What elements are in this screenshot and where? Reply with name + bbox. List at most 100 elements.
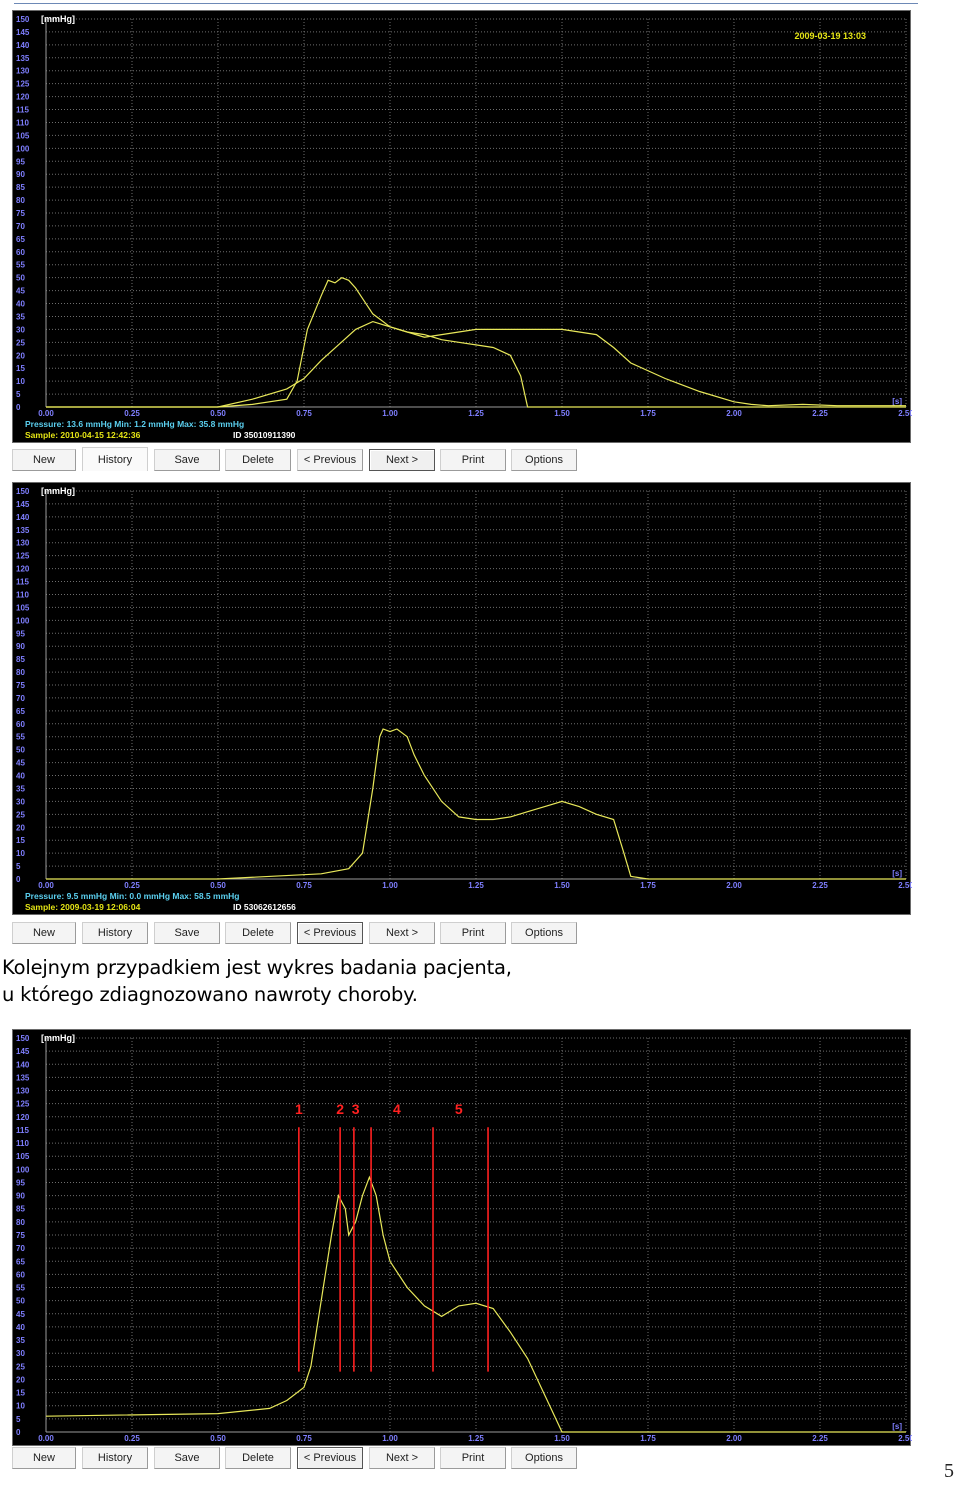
history-button[interactable]: History bbox=[82, 922, 148, 944]
x-tick-label: 1.25 bbox=[468, 1434, 484, 1443]
y-tick-label: 30 bbox=[16, 325, 25, 334]
y-tick-label: 140 bbox=[16, 1060, 30, 1069]
previous-button[interactable]: < Previous bbox=[297, 449, 363, 471]
y-tick-label: 50 bbox=[16, 1297, 25, 1306]
next-button[interactable]: Next > bbox=[369, 1447, 435, 1469]
delete-button[interactable]: Delete bbox=[225, 449, 291, 471]
y-tick-label: 125 bbox=[16, 552, 30, 561]
x-unit-label: [s] bbox=[892, 869, 902, 878]
y-tick-label: 35 bbox=[16, 312, 25, 321]
y-tick-label: 5 bbox=[16, 1415, 21, 1424]
y-tick-label: 25 bbox=[16, 810, 25, 819]
y-tick-label: 80 bbox=[16, 1218, 25, 1227]
x-unit-label: [s] bbox=[892, 397, 902, 406]
y-tick-label: 145 bbox=[16, 1047, 30, 1056]
save-button[interactable]: Save bbox=[154, 449, 220, 471]
y-tick-label: 110 bbox=[16, 118, 29, 127]
status-sample: Sample: 2009-03-19 12:06:04 bbox=[25, 902, 141, 912]
new-button[interactable]: New bbox=[12, 922, 76, 944]
y-tick-label: 135 bbox=[16, 54, 30, 63]
y-tick-label: 130 bbox=[16, 1087, 30, 1096]
y-tick-label: 65 bbox=[16, 707, 25, 716]
print-button[interactable]: Print bbox=[440, 922, 506, 944]
x-tick-label: 0.00 bbox=[38, 881, 54, 890]
y-tick-label: 20 bbox=[16, 351, 25, 360]
y-tick-label: 120 bbox=[16, 1113, 30, 1122]
y-tick-label: 85 bbox=[16, 655, 25, 664]
y-tick-label: 150 bbox=[16, 487, 30, 496]
marker-label: 5 bbox=[455, 1101, 463, 1117]
y-tick-label: 10 bbox=[16, 1402, 25, 1411]
previous-button[interactable]: < Previous bbox=[297, 922, 363, 944]
y-tick-label: 30 bbox=[16, 1349, 25, 1358]
x-tick-label: 1.50 bbox=[554, 1434, 570, 1443]
x-tick-label: 1.75 bbox=[640, 1434, 656, 1443]
y-tick-label: 110 bbox=[16, 1139, 29, 1148]
new-button[interactable]: New bbox=[12, 1447, 76, 1469]
y-tick-label: 80 bbox=[16, 196, 25, 205]
delete-button[interactable]: Delete bbox=[225, 922, 291, 944]
y-tick-label: 110 bbox=[16, 590, 29, 599]
y-tick-label: 105 bbox=[16, 603, 30, 612]
y-tick-label: 75 bbox=[16, 1231, 25, 1240]
y-tick-label: 15 bbox=[16, 1389, 25, 1398]
chart-svg: 1501451401351301251201151101051009590858… bbox=[16, 14, 912, 440]
y-tick-label: 115 bbox=[16, 106, 29, 115]
y-tick-label: 5 bbox=[16, 390, 21, 399]
status-pressure: Pressure: 9.5 mmHg Min: 0.0 mmHg Max: 58… bbox=[25, 891, 239, 901]
next-button[interactable]: Next > bbox=[369, 449, 435, 471]
page-top-rule bbox=[14, 3, 918, 4]
options-button[interactable]: Options bbox=[511, 449, 577, 471]
y-tick-label: 35 bbox=[16, 784, 25, 793]
history-button[interactable]: History bbox=[82, 447, 148, 471]
x-tick-label: 2.25 bbox=[812, 1434, 828, 1443]
x-tick-label: 0.50 bbox=[210, 881, 226, 890]
marker-label: 4 bbox=[393, 1101, 401, 1117]
y-tick-label: 80 bbox=[16, 668, 25, 677]
y-tick-label: 100 bbox=[16, 144, 30, 153]
options-button[interactable]: Options bbox=[511, 1447, 577, 1469]
series-line bbox=[46, 728, 906, 880]
delete-button[interactable]: Delete bbox=[225, 1447, 291, 1469]
page-number: 5 bbox=[944, 1460, 954, 1482]
toolbar-1: New History Save Delete < Previous Next > Prin… bbox=[12, 447, 592, 473]
y-tick-label: 145 bbox=[16, 28, 30, 37]
y-tick-label: 30 bbox=[16, 797, 25, 806]
new-button[interactable]: New bbox=[12, 449, 76, 471]
toolbar-2: New History Save Delete < Previous Next > Prin… bbox=[12, 922, 592, 946]
y-tick-label: 40 bbox=[16, 300, 25, 309]
next-button[interactable]: Next > bbox=[369, 922, 435, 944]
status-sample: Sample: 2010-04-15 12:42:36 bbox=[25, 430, 141, 440]
print-button[interactable]: Print bbox=[440, 1447, 506, 1469]
x-tick-label: 0.00 bbox=[38, 409, 54, 418]
print-button[interactable]: Print bbox=[440, 449, 506, 471]
y-tick-label: 100 bbox=[16, 616, 30, 625]
y-tick-label: 95 bbox=[16, 629, 25, 638]
y-tick-label: 65 bbox=[16, 235, 25, 244]
y-tick-label: 25 bbox=[16, 1362, 25, 1371]
x-tick-label: 2.25 bbox=[812, 409, 828, 418]
save-button[interactable]: Save bbox=[154, 1447, 220, 1469]
x-tick-label: 1.25 bbox=[468, 409, 484, 418]
x-tick-label: 0.75 bbox=[296, 881, 312, 890]
save-button[interactable]: Save bbox=[154, 922, 220, 944]
x-tick-label: 1.50 bbox=[554, 409, 570, 418]
x-unit-label: [s] bbox=[892, 1422, 902, 1431]
y-tick-label: 150 bbox=[16, 1034, 30, 1043]
y-tick-label: 55 bbox=[16, 733, 25, 742]
pressure-chart-3: 150 145 140 135 130 125 120 115 110 105 100 95 90 85 8… bbox=[12, 1029, 912, 1446]
y-tick-label: 45 bbox=[16, 759, 25, 768]
x-tick-label: 2.25 bbox=[812, 881, 828, 890]
y-tick-label: 125 bbox=[16, 80, 30, 89]
y-tick-label: 85 bbox=[16, 1205, 25, 1214]
previous-button[interactable]: < Previous bbox=[297, 1447, 363, 1469]
x-tick-label: 1.00 bbox=[382, 409, 398, 418]
y-tick-label: 35 bbox=[16, 1336, 25, 1345]
history-button[interactable]: History bbox=[82, 1447, 148, 1469]
options-button[interactable]: Options bbox=[511, 922, 577, 944]
caption: Kolejnym przypadkiem jest wykres badania… bbox=[2, 954, 512, 1008]
x-tick-label: 0.25 bbox=[124, 1434, 140, 1443]
pressure-chart-2: 150 145 140 135 130 125 120 115 110 105 100 95 90 85 8… bbox=[12, 482, 912, 915]
y-tick-label: 10 bbox=[16, 377, 25, 386]
y-tick-label: 0 bbox=[16, 875, 21, 884]
